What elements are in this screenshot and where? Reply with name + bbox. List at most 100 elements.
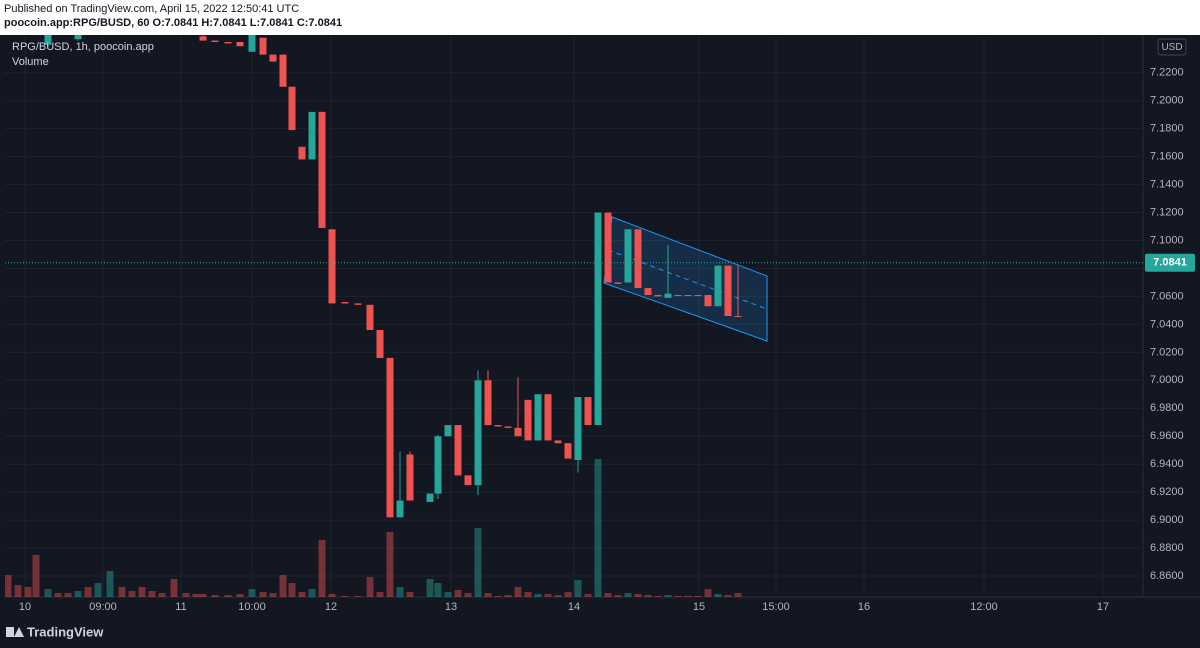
y-tick-label: 6.9000 bbox=[1150, 514, 1184, 526]
candle-body bbox=[694, 295, 702, 297]
y-tick-label: 6.8600 bbox=[1150, 570, 1184, 582]
candle-body bbox=[584, 397, 592, 426]
candle-body bbox=[406, 454, 414, 501]
logo-mark bbox=[14, 627, 24, 637]
candle-body bbox=[354, 303, 362, 305]
volume-bar bbox=[634, 594, 642, 597]
volume-bar bbox=[298, 592, 306, 597]
y-tick-label: 6.9800 bbox=[1150, 402, 1184, 414]
candle-body bbox=[554, 440, 562, 444]
volume-bar bbox=[584, 594, 592, 597]
candle-body bbox=[318, 111, 326, 228]
plot bbox=[5, 35, 1143, 597]
grid bbox=[5, 35, 1143, 597]
candle-body bbox=[248, 35, 256, 52]
volume-bar bbox=[604, 593, 612, 597]
candle-body bbox=[544, 394, 552, 441]
volume-bar bbox=[504, 595, 512, 597]
candle-body bbox=[366, 304, 374, 330]
x-tick-label: 09:00 bbox=[89, 601, 117, 613]
candle-body bbox=[684, 295, 692, 297]
volume-bar bbox=[24, 587, 32, 597]
legend-symbol: RPG/BUSD, 1h, poocoin.app bbox=[12, 41, 154, 53]
candle-body bbox=[494, 425, 502, 427]
volume-bar bbox=[318, 540, 326, 597]
last-price-label: 7.0841 bbox=[1153, 257, 1187, 269]
currency-box[interactable] bbox=[1157, 38, 1187, 56]
candle-body bbox=[386, 357, 394, 518]
logo-mark bbox=[6, 627, 14, 637]
legend-volume: Volume bbox=[12, 56, 49, 68]
volume-bar bbox=[376, 592, 384, 597]
volume-bar bbox=[514, 587, 522, 597]
volume-bar bbox=[106, 571, 114, 597]
candle-body bbox=[376, 329, 384, 358]
volume-bar bbox=[14, 585, 22, 597]
candle-body bbox=[634, 229, 642, 289]
volume-bar bbox=[406, 592, 414, 597]
candle-body bbox=[199, 36, 207, 41]
volume-bar bbox=[664, 595, 672, 597]
volume-bar bbox=[308, 589, 316, 597]
candle-body bbox=[704, 295, 712, 307]
candle-body bbox=[614, 282, 622, 284]
volume-bar bbox=[524, 592, 532, 597]
candle-body bbox=[564, 443, 572, 459]
candle-body bbox=[604, 212, 612, 283]
candle-body bbox=[674, 295, 682, 297]
volume-bar bbox=[5, 575, 12, 597]
x-tick-label: 10:00 bbox=[238, 601, 266, 613]
volume-bar bbox=[94, 583, 102, 597]
y-tick-label: 7.0000 bbox=[1150, 374, 1184, 386]
volume-bar bbox=[32, 555, 40, 597]
volume-bar bbox=[434, 583, 442, 597]
y-tick-label: 7.0600 bbox=[1150, 290, 1184, 302]
y-tick-label: 7.1400 bbox=[1150, 178, 1184, 190]
candle-body bbox=[396, 500, 404, 518]
volume-bar bbox=[138, 587, 146, 597]
last-price-badge bbox=[1145, 253, 1195, 272]
volume-bar bbox=[366, 577, 374, 597]
volume-bar bbox=[54, 593, 62, 597]
y-tick-label: 7.1600 bbox=[1150, 151, 1184, 163]
volume-bar bbox=[386, 532, 394, 597]
candle-body bbox=[464, 475, 472, 486]
volume-bar bbox=[170, 579, 178, 597]
volume-bar bbox=[674, 596, 682, 597]
candle-body bbox=[288, 86, 296, 131]
volume-bar bbox=[704, 589, 712, 597]
candle-body bbox=[426, 493, 434, 502]
logo: TradingView bbox=[6, 624, 104, 639]
volume-bar bbox=[328, 594, 336, 597]
candle-body bbox=[444, 425, 452, 437]
candle-body bbox=[514, 427, 522, 437]
x-tick-label: 12:00 bbox=[970, 601, 998, 613]
volume-bar bbox=[341, 596, 349, 597]
volume-bar bbox=[224, 595, 232, 597]
candle-body bbox=[664, 293, 672, 298]
candle-body bbox=[44, 35, 52, 45]
volume-bar bbox=[64, 593, 72, 597]
volume-bar bbox=[84, 587, 92, 597]
y-tick-label: 7.2000 bbox=[1150, 95, 1184, 107]
volume-bar bbox=[554, 595, 562, 597]
candle-body bbox=[279, 54, 287, 87]
y-tick-label: 7.1800 bbox=[1150, 123, 1184, 135]
candle-body bbox=[534, 394, 542, 441]
volume-bar bbox=[396, 587, 404, 597]
volume-bar bbox=[128, 591, 136, 597]
currency[interactable]: USD bbox=[1161, 42, 1182, 53]
candle-body bbox=[259, 37, 267, 55]
y-tick-label: 6.9200 bbox=[1150, 486, 1184, 498]
candle-body bbox=[236, 41, 244, 47]
volume-bar bbox=[574, 580, 582, 597]
volume-bar bbox=[279, 575, 287, 597]
y-tick-label: 6.8800 bbox=[1150, 542, 1184, 554]
candle-body bbox=[594, 212, 602, 426]
candle-body bbox=[734, 316, 742, 317]
volume-bar bbox=[494, 596, 502, 597]
volume-bar bbox=[211, 595, 219, 597]
x-tick-label: 12 bbox=[325, 601, 337, 613]
volume-bar bbox=[464, 593, 472, 597]
